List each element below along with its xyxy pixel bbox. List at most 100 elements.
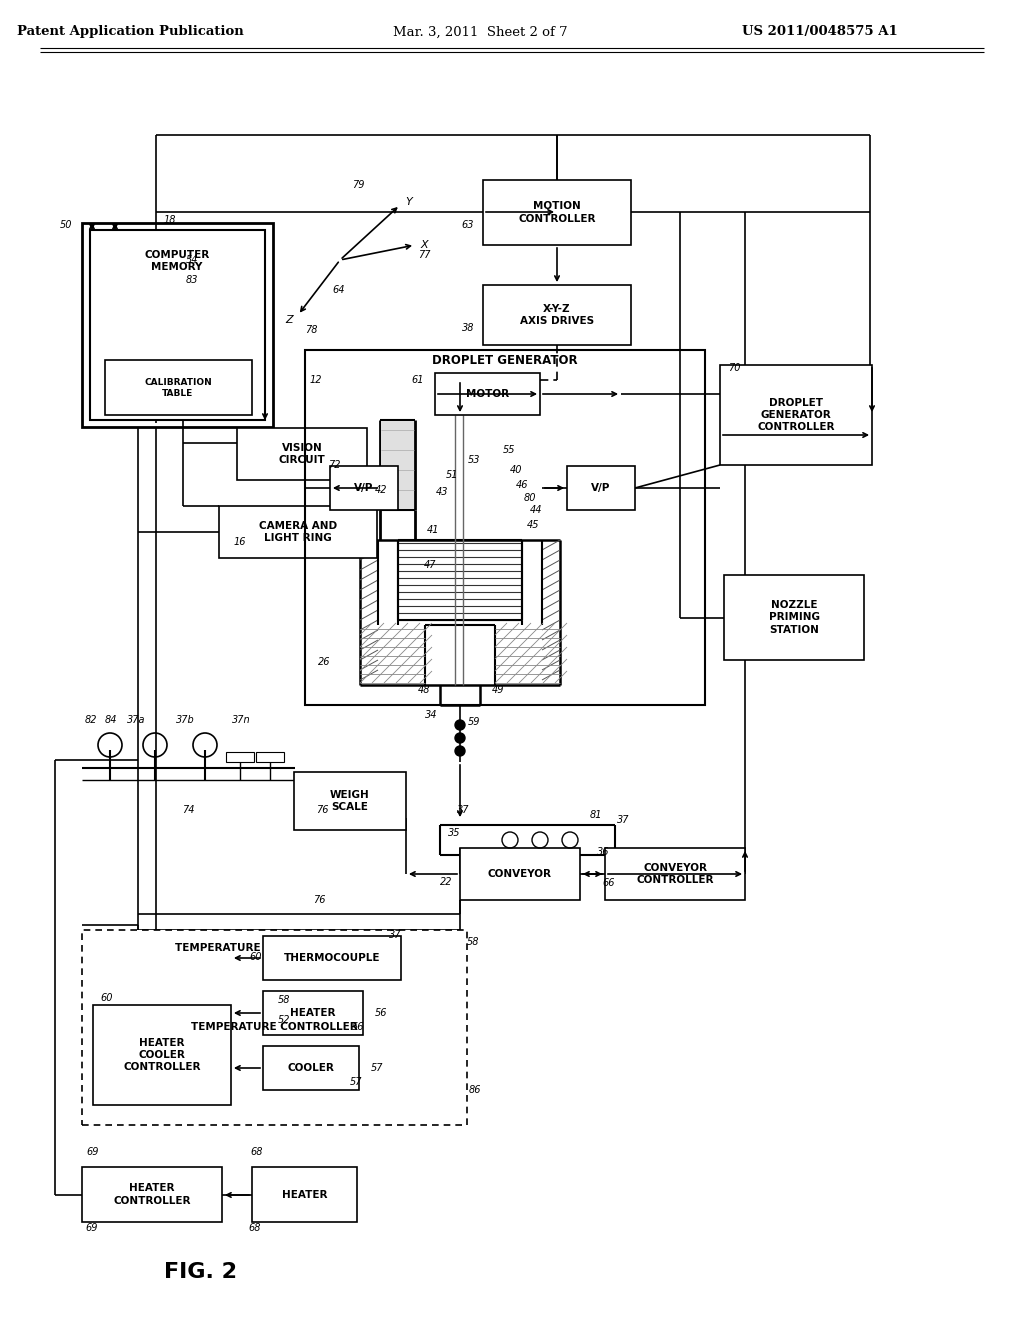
- Text: 64: 64: [333, 285, 345, 294]
- Text: 77: 77: [418, 249, 430, 260]
- Text: MOTOR: MOTOR: [466, 389, 509, 399]
- Text: HEATER: HEATER: [290, 1008, 336, 1018]
- Bar: [483, 180, 631, 246]
- Text: 86: 86: [469, 1085, 481, 1096]
- Text: 12: 12: [310, 375, 323, 385]
- Text: HEATER
COOLER
CONTROLLER: HEATER COOLER CONTROLLER: [123, 1038, 201, 1072]
- Text: 60: 60: [250, 952, 262, 962]
- Text: 84: 84: [105, 715, 118, 725]
- Text: 44: 44: [530, 506, 543, 515]
- Bar: [256, 752, 284, 762]
- Text: 43: 43: [436, 487, 449, 498]
- Text: 78: 78: [305, 325, 317, 335]
- Circle shape: [455, 733, 465, 743]
- Text: DROPLET GENERATOR: DROPLET GENERATOR: [432, 354, 578, 367]
- Text: 58: 58: [467, 937, 479, 946]
- Text: 54: 54: [186, 255, 199, 265]
- Text: 50: 50: [60, 220, 73, 230]
- Text: 82: 82: [85, 715, 97, 725]
- Bar: [330, 466, 398, 510]
- Text: 72: 72: [328, 459, 341, 470]
- Text: 60: 60: [100, 993, 113, 1003]
- Text: 37a: 37a: [127, 715, 145, 725]
- Bar: [93, 1005, 231, 1105]
- Text: X-Y-Z
AXIS DRIVES: X-Y-Z AXIS DRIVES: [520, 304, 594, 326]
- Bar: [720, 366, 872, 465]
- Text: CAMERA AND
LIGHT RING: CAMERA AND LIGHT RING: [259, 521, 337, 544]
- Bar: [483, 285, 631, 345]
- Text: DROPLET
GENERATOR
CONTROLLER: DROPLET GENERATOR CONTROLLER: [758, 397, 835, 433]
- Text: CALIBRATION
TABLE: CALIBRATION TABLE: [144, 379, 212, 397]
- Bar: [90, 230, 265, 420]
- Text: 16: 16: [233, 537, 246, 546]
- Bar: [305, 350, 705, 705]
- Text: 53: 53: [468, 455, 480, 465]
- Bar: [724, 576, 864, 660]
- Bar: [605, 847, 745, 900]
- Text: 47: 47: [424, 560, 436, 570]
- Text: 76: 76: [313, 895, 326, 906]
- Circle shape: [455, 719, 465, 730]
- Text: 61: 61: [412, 375, 424, 385]
- Text: 37b: 37b: [176, 715, 195, 725]
- Text: 48: 48: [418, 685, 430, 696]
- Text: 35: 35: [449, 828, 461, 838]
- Text: 41: 41: [427, 525, 439, 535]
- Bar: [252, 1167, 357, 1222]
- Text: 26: 26: [317, 657, 330, 667]
- Bar: [226, 752, 254, 762]
- Text: 81: 81: [590, 810, 602, 820]
- Text: 55: 55: [503, 445, 515, 455]
- Text: V/P: V/P: [591, 483, 610, 492]
- Bar: [263, 991, 362, 1035]
- Text: MOTION
CONTROLLER: MOTION CONTROLLER: [518, 201, 596, 223]
- Text: 37: 37: [457, 805, 469, 814]
- Text: 80: 80: [524, 492, 537, 503]
- Bar: [237, 428, 367, 480]
- Text: 74: 74: [181, 805, 195, 814]
- Bar: [263, 936, 401, 979]
- Bar: [381, 421, 414, 510]
- Text: Z: Z: [286, 315, 293, 325]
- Bar: [105, 360, 252, 414]
- Text: 57: 57: [349, 1077, 362, 1086]
- Text: 79: 79: [352, 180, 365, 190]
- Text: 52: 52: [278, 1015, 290, 1026]
- Text: COMPUTER
MEMORY: COMPUTER MEMORY: [144, 249, 210, 272]
- Bar: [82, 223, 273, 426]
- Text: 69: 69: [86, 1147, 98, 1158]
- Text: 69: 69: [85, 1224, 97, 1233]
- Text: 58: 58: [278, 995, 290, 1005]
- Text: 45: 45: [527, 520, 540, 531]
- Text: 37: 37: [617, 814, 630, 825]
- Bar: [82, 1167, 222, 1222]
- Bar: [435, 374, 540, 414]
- Text: 49: 49: [492, 685, 505, 696]
- Text: 42: 42: [375, 484, 387, 495]
- Bar: [219, 506, 377, 558]
- Text: CONVEYOR
CONTROLLER: CONVEYOR CONTROLLER: [636, 863, 714, 886]
- Text: 56: 56: [351, 1022, 364, 1032]
- Text: US 2011/0048575 A1: US 2011/0048575 A1: [742, 25, 898, 38]
- Text: TEMPERATURE CONTROLLER: TEMPERATURE CONTROLLER: [191, 1023, 357, 1032]
- Text: 40: 40: [510, 465, 522, 475]
- Text: COOLER: COOLER: [288, 1063, 335, 1073]
- Bar: [567, 466, 635, 510]
- Text: 70: 70: [728, 363, 740, 374]
- Text: 56: 56: [375, 1008, 387, 1018]
- Text: Patent Application Publication: Patent Application Publication: [16, 25, 244, 38]
- Text: 57: 57: [371, 1063, 384, 1073]
- Bar: [82, 931, 467, 1125]
- Text: 76: 76: [316, 805, 329, 814]
- Text: Mar. 3, 2011  Sheet 2 of 7: Mar. 3, 2011 Sheet 2 of 7: [392, 25, 567, 38]
- Text: VISION
CIRCUIT: VISION CIRCUIT: [279, 442, 326, 465]
- Text: 83: 83: [186, 275, 199, 285]
- Bar: [294, 772, 406, 830]
- Text: Y: Y: [406, 197, 412, 207]
- Text: THERMOCOUPLE: THERMOCOUPLE: [284, 953, 380, 964]
- Text: 36: 36: [597, 847, 609, 857]
- Text: TEMPERATURE CONTROLLER: TEMPERATURE CONTROLLER: [175, 942, 342, 953]
- Text: HEATER: HEATER: [282, 1189, 328, 1200]
- Text: WEIGH
SCALE: WEIGH SCALE: [330, 789, 370, 812]
- Text: V/P: V/P: [354, 483, 374, 492]
